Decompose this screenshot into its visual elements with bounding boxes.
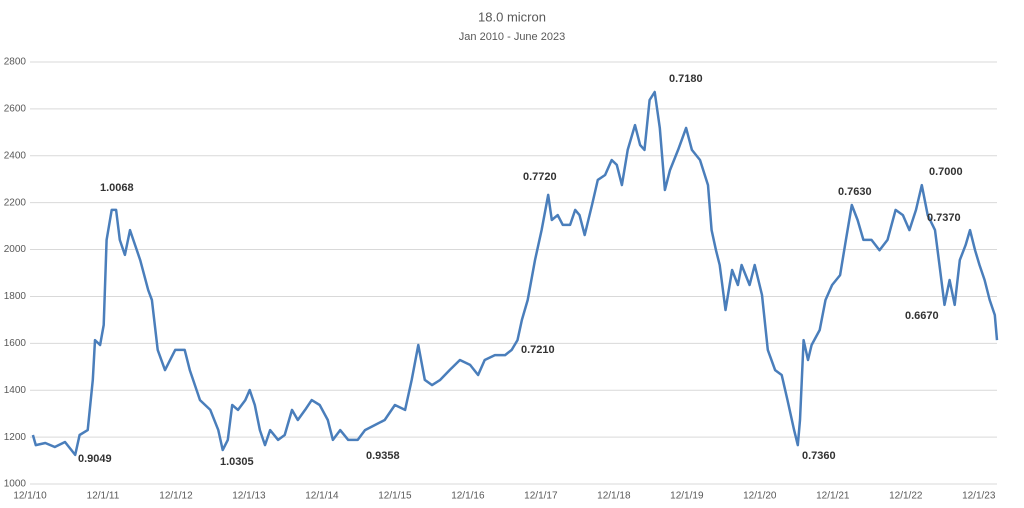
chart-title: 18.0 micron bbox=[478, 9, 546, 24]
x-tick-label: 12/1/15 bbox=[378, 491, 412, 502]
x-tick-label: 12/1/22 bbox=[889, 491, 923, 502]
y-tick-label: 1800 bbox=[4, 291, 27, 302]
x-tick-label: 12/1/17 bbox=[524, 491, 558, 502]
y-tick-label: 2800 bbox=[4, 57, 27, 68]
x-tick-label: 12/1/18 bbox=[597, 491, 631, 502]
chart-subtitle: Jan 2010 - June 2023 bbox=[459, 31, 565, 43]
annotation: 0.7180 bbox=[669, 73, 703, 85]
x-tick-label: 12/1/12 bbox=[159, 491, 193, 502]
y-tick-label: 2000 bbox=[4, 244, 27, 255]
x-tick-label: 12/1/11 bbox=[87, 491, 120, 502]
x-tick-label: 12/1/10 bbox=[13, 491, 47, 502]
annotation: 0.7000 bbox=[929, 166, 963, 178]
y-tick-label: 2600 bbox=[4, 104, 27, 115]
annotation: 0.7720 bbox=[523, 171, 557, 183]
y-tick-label: 2200 bbox=[4, 197, 27, 208]
x-tick-label: 12/1/16 bbox=[451, 491, 485, 502]
x-tick-label: 12/1/13 bbox=[232, 491, 266, 502]
x-tick-label: 12/1/14 bbox=[305, 491, 339, 502]
annotation: 0.7360 bbox=[802, 450, 836, 462]
annotation: 0.7210 bbox=[521, 344, 555, 356]
annotation: 1.0305 bbox=[220, 456, 254, 468]
annotation: 0.7630 bbox=[838, 186, 872, 198]
x-tick-label: 12/1/23 bbox=[962, 491, 996, 502]
annotation: 0.7370 bbox=[927, 212, 961, 224]
annotation: 0.6670 bbox=[905, 310, 939, 322]
y-tick-label: 1600 bbox=[4, 338, 27, 349]
annotation: 0.9049 bbox=[78, 453, 112, 465]
line-series bbox=[31, 90, 999, 457]
annotation: 1.0068 bbox=[100, 182, 134, 194]
y-tick-label: 2400 bbox=[4, 150, 27, 161]
x-tick-label: 12/1/21 bbox=[816, 491, 850, 502]
y-tick-label: 1200 bbox=[4, 432, 27, 443]
annotation: 0.9358 bbox=[366, 450, 400, 462]
y-tick-label: 1400 bbox=[4, 385, 27, 396]
y-tick-label: 1000 bbox=[4, 479, 27, 490]
x-tick-label: 12/1/19 bbox=[670, 491, 704, 502]
x-tick-label: 12/1/20 bbox=[743, 491, 777, 502]
